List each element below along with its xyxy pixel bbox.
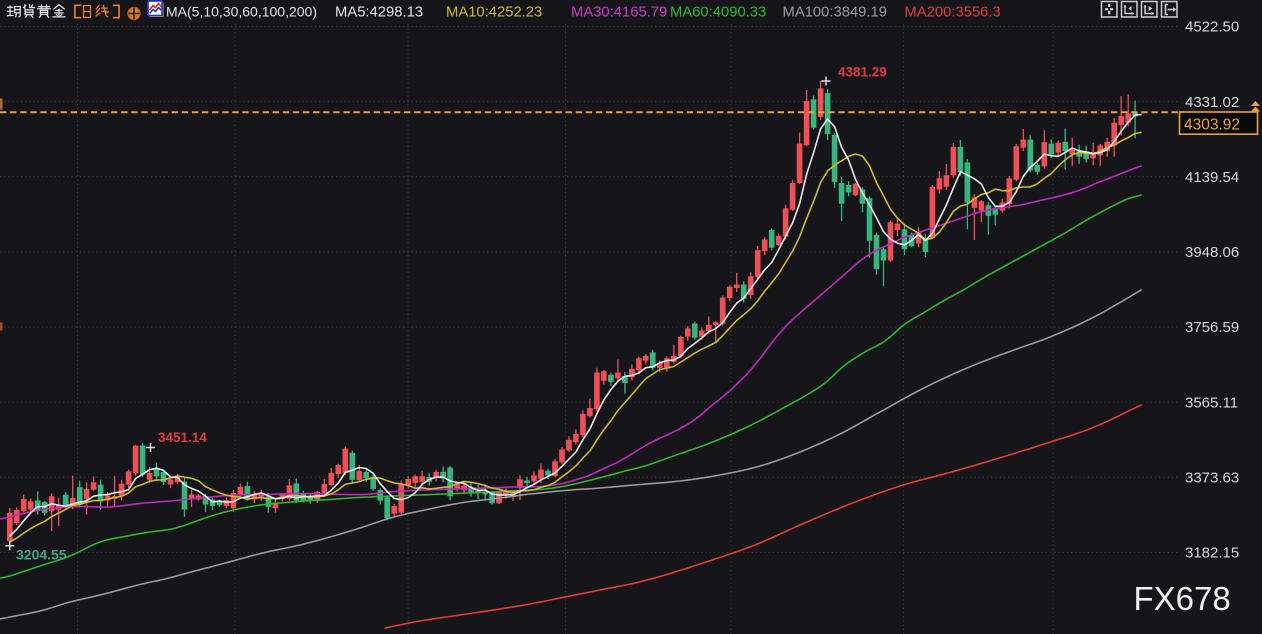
svg-text:MA60:4090.33: MA60:4090.33 xyxy=(670,5,766,21)
svg-text:MA5:4298.13: MA5:4298.13 xyxy=(335,5,423,21)
svg-text:MA10:4252.23: MA10:4252.23 xyxy=(446,5,542,21)
svg-text:4522.50: 4522.50 xyxy=(1185,19,1239,36)
svg-text:FX678: FX678 xyxy=(1134,580,1231,617)
svg-text:4331.02: 4331.02 xyxy=(1185,94,1239,111)
svg-text:3204.55: 3204.55 xyxy=(16,547,67,563)
svg-text:3182.15: 3182.15 xyxy=(1185,545,1239,562)
svg-text:3756.59: 3756.59 xyxy=(1185,319,1239,336)
svg-text:3565.11: 3565.11 xyxy=(1185,394,1238,411)
svg-text:MA100:3849.19: MA100:3849.19 xyxy=(783,5,887,21)
svg-text:MA(5,10,30,60,100,200): MA(5,10,30,60,100,200) xyxy=(166,4,317,20)
svg-text:4303.92: 4303.92 xyxy=(1184,116,1240,133)
svg-text:4139.54: 4139.54 xyxy=(1185,169,1239,186)
svg-text:3948.06: 3948.06 xyxy=(1185,244,1239,261)
svg-text:3451.14: 3451.14 xyxy=(158,430,207,445)
svg-text:MA30:4165.79: MA30:4165.79 xyxy=(571,5,667,21)
svg-text:4381.29: 4381.29 xyxy=(838,65,887,80)
svg-text:MA200:3556.3: MA200:3556.3 xyxy=(905,5,1001,21)
svg-text:3373.63: 3373.63 xyxy=(1185,470,1239,487)
